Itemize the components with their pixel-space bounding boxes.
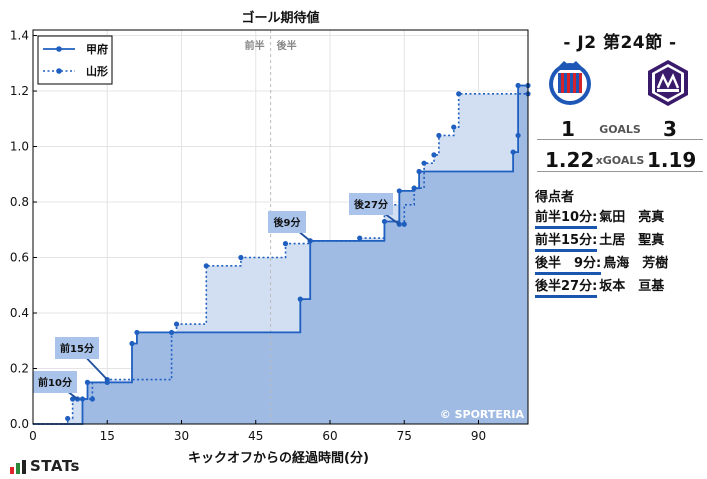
y-tick-label: 1.0 bbox=[10, 140, 29, 154]
scorers-title: 得点者 bbox=[535, 190, 575, 205]
series-area-kofu bbox=[33, 85, 528, 424]
scorer-name: 土居 聖真 bbox=[599, 233, 665, 248]
y-tick-label: 0.6 bbox=[10, 251, 29, 265]
y-tick-label: 1.2 bbox=[10, 84, 29, 98]
data-point-yamagata bbox=[173, 321, 180, 327]
data-point-yamagata bbox=[70, 396, 76, 402]
away-xg: 1.19 bbox=[647, 148, 697, 172]
match-panel: - J2 第24節 - 1 GOALS 3 1.22 xGOALS 1.19 得… bbox=[533, 0, 707, 479]
brand-text: STATs bbox=[30, 457, 80, 475]
x-tick-label: 60 bbox=[322, 429, 337, 443]
annotation-box bbox=[268, 211, 306, 233]
home-xg: 1.22 bbox=[545, 148, 595, 172]
data-point-yamagata bbox=[65, 415, 71, 422]
annotation-box bbox=[55, 337, 99, 359]
data-point-yamagata bbox=[431, 152, 437, 158]
annotation-box bbox=[33, 371, 77, 393]
y-tick-label: 0.8 bbox=[10, 195, 29, 209]
legend-label-yamagata: 山形 bbox=[86, 64, 108, 78]
data-point-yamagata bbox=[421, 160, 427, 166]
x-tick-label: 90 bbox=[471, 429, 486, 443]
scorer-item: 後半27分: 坂本 亘基 bbox=[535, 279, 664, 298]
data-point-kofu bbox=[381, 218, 388, 225]
divider bbox=[537, 139, 703, 140]
data-point-yamagata bbox=[89, 396, 95, 402]
scorer-item: 前半10分: 氣田 亮真 bbox=[535, 210, 664, 229]
legend-marker-yamagata bbox=[56, 68, 62, 74]
halftime-label-first: 前半 bbox=[245, 39, 265, 52]
stats-logo: STATs bbox=[10, 457, 80, 475]
data-point-kofu bbox=[510, 149, 516, 155]
plot-frame bbox=[32, 29, 529, 425]
annotation-label: 前10分 bbox=[38, 376, 72, 389]
x-tick-label: 30 bbox=[174, 429, 189, 443]
annotation-label: 後9分 bbox=[274, 216, 301, 229]
data-point-kofu bbox=[129, 340, 135, 347]
xgoals-row: 1.22 xGOALS 1.19 bbox=[533, 148, 707, 172]
scorer-name: 坂本 亘基 bbox=[599, 279, 665, 294]
scorer-time: 後半 9分: bbox=[535, 256, 602, 275]
scorer-name: 鳥海 芳樹 bbox=[603, 256, 669, 271]
data-point-yamagata bbox=[401, 221, 407, 227]
data-point-yamagata bbox=[203, 263, 209, 269]
data-point-yamagata bbox=[238, 254, 244, 261]
goals-label: GOALS bbox=[599, 123, 641, 136]
away-goals: 3 bbox=[663, 117, 677, 141]
data-point-kofu bbox=[515, 132, 521, 139]
scorer-item: 前半15分: 土居 聖真 bbox=[535, 233, 664, 252]
x-tick-label: 0 bbox=[29, 429, 37, 443]
data-point-kofu bbox=[104, 379, 110, 385]
data-point-kofu bbox=[411, 185, 417, 191]
scorer-time: 前半15分: bbox=[535, 233, 598, 252]
data-point-yamagata bbox=[456, 91, 462, 97]
data-point-yamagata bbox=[282, 241, 289, 247]
data-point-kofu bbox=[396, 188, 402, 194]
annotation-label: 前15分 bbox=[60, 342, 94, 355]
legend-marker-kofu bbox=[56, 46, 62, 52]
match-title: - J2 第24節 - bbox=[563, 33, 677, 53]
y-tick-label: 0.4 bbox=[10, 306, 29, 320]
data-point-kofu bbox=[134, 329, 140, 336]
data-point-kofu bbox=[515, 82, 521, 89]
montedio-yamagata-crest-icon bbox=[648, 60, 688, 106]
data-point-yamagata bbox=[169, 329, 175, 336]
annotation-box bbox=[349, 193, 393, 215]
data-point-kofu bbox=[297, 296, 303, 302]
data-point-kofu bbox=[84, 379, 91, 385]
xgoals-label: xGOALS bbox=[595, 154, 645, 167]
data-point-yamagata bbox=[357, 235, 363, 241]
goals-row: 1 GOALS 3 bbox=[533, 117, 707, 141]
home-goals: 1 bbox=[561, 117, 575, 141]
y-tick-label: 1.4 bbox=[10, 29, 29, 43]
halftime-label-second: 後半 bbox=[277, 39, 297, 52]
scorer-time: 後半27分: bbox=[535, 279, 598, 298]
y-tick-label: 0.2 bbox=[10, 362, 29, 376]
scorer-item: 後半 9分: 鳥海 芳樹 bbox=[535, 256, 668, 275]
data-point-kofu bbox=[79, 396, 86, 402]
scorer-name: 氣田 亮真 bbox=[599, 210, 665, 225]
scorer-time: 前半10分: bbox=[535, 210, 598, 229]
bar-chart-icon bbox=[10, 459, 26, 474]
data-point-yamagata bbox=[436, 132, 442, 139]
legend-label-kofu: 甲府 bbox=[86, 42, 108, 56]
series-line-kofu bbox=[33, 84, 528, 425]
ventforet-kofu-crest-icon bbox=[549, 61, 591, 105]
y-tick-label: 0.0 bbox=[10, 417, 29, 431]
divider bbox=[537, 171, 703, 172]
data-point-kofu bbox=[416, 168, 422, 175]
x-tick-label: 45 bbox=[248, 429, 263, 443]
chart-title: ゴール期待値 bbox=[241, 10, 319, 26]
x-tick-label: 15 bbox=[100, 429, 115, 443]
x-axis-label: キックオフからの経過時間(分) bbox=[188, 450, 369, 466]
annotation-label: 後27分 bbox=[354, 198, 388, 211]
data-point-yamagata bbox=[451, 124, 457, 130]
legend-box bbox=[37, 35, 113, 85]
x-tick-label: 75 bbox=[397, 429, 412, 443]
watermark: © SPORTERIA bbox=[440, 408, 525, 421]
